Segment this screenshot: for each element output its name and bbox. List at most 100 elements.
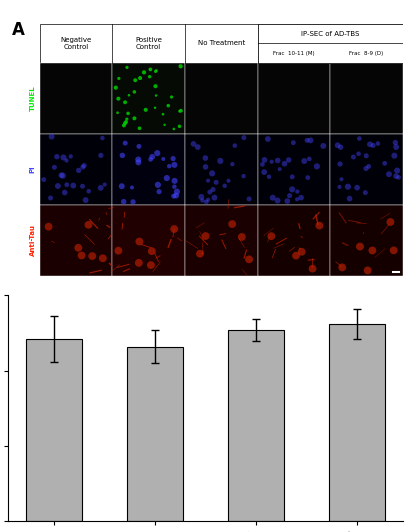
Text: A: A xyxy=(12,21,25,39)
Point xyxy=(152,82,159,90)
Point xyxy=(162,121,168,129)
Point xyxy=(362,188,369,197)
Point xyxy=(381,159,388,168)
Point xyxy=(320,142,327,150)
Point xyxy=(354,184,360,192)
Polygon shape xyxy=(40,134,112,205)
Ellipse shape xyxy=(85,221,92,229)
Point xyxy=(194,143,201,151)
Bar xyxy=(127,346,183,521)
Point xyxy=(391,152,398,160)
Point xyxy=(213,178,219,187)
Point xyxy=(301,157,307,165)
Point xyxy=(294,187,301,196)
Point xyxy=(190,140,197,148)
Point xyxy=(350,153,357,161)
Point xyxy=(289,172,296,181)
Ellipse shape xyxy=(238,233,246,241)
Point xyxy=(118,182,125,190)
Ellipse shape xyxy=(245,255,253,263)
Point xyxy=(125,109,132,118)
Point xyxy=(346,194,353,203)
Text: IP-SEC of AD-TBS: IP-SEC of AD-TBS xyxy=(301,30,359,37)
Text: No Treatment: No Treatment xyxy=(198,40,245,46)
Point xyxy=(261,156,268,164)
Ellipse shape xyxy=(368,246,376,254)
Bar xyxy=(228,330,284,521)
Point xyxy=(147,155,154,164)
Point xyxy=(261,168,268,177)
Ellipse shape xyxy=(292,252,300,260)
Polygon shape xyxy=(40,24,403,63)
Point xyxy=(124,115,130,123)
Polygon shape xyxy=(330,63,403,134)
Point xyxy=(259,160,266,169)
Ellipse shape xyxy=(298,248,306,256)
Point xyxy=(176,107,183,115)
Point xyxy=(141,68,147,77)
Polygon shape xyxy=(185,205,258,276)
Polygon shape xyxy=(40,63,112,134)
Point xyxy=(276,165,283,173)
Point xyxy=(290,138,297,147)
Text: Anti-Tau: Anti-Tau xyxy=(30,225,36,256)
Ellipse shape xyxy=(170,225,178,233)
Point xyxy=(306,155,312,163)
Ellipse shape xyxy=(74,244,82,252)
Ellipse shape xyxy=(315,222,323,229)
Point xyxy=(60,171,66,180)
Point xyxy=(240,134,247,142)
Point xyxy=(205,195,211,204)
Point xyxy=(304,136,310,145)
Point xyxy=(99,134,106,142)
Point xyxy=(202,154,209,162)
Point xyxy=(211,193,218,202)
Text: Frac  10-11 (M): Frac 10-11 (M) xyxy=(273,51,315,55)
Ellipse shape xyxy=(45,223,53,230)
Point xyxy=(375,139,381,148)
Point xyxy=(53,153,60,161)
Point xyxy=(40,176,47,184)
Text: TUNEL: TUNEL xyxy=(30,86,36,111)
Polygon shape xyxy=(330,134,403,205)
Point xyxy=(142,105,149,114)
Point xyxy=(154,149,161,157)
Point xyxy=(356,134,363,143)
Point xyxy=(229,160,236,169)
Polygon shape xyxy=(112,205,185,276)
Point xyxy=(152,104,158,112)
Point xyxy=(363,164,369,173)
Point xyxy=(60,153,67,162)
Polygon shape xyxy=(258,134,330,205)
Point xyxy=(135,158,142,167)
Bar xyxy=(329,324,385,521)
Point xyxy=(160,110,166,119)
Point xyxy=(166,162,173,170)
Point xyxy=(152,67,159,76)
Point xyxy=(97,151,104,160)
Point xyxy=(119,151,126,160)
Point xyxy=(147,65,154,73)
Point xyxy=(130,198,136,206)
Point xyxy=(337,143,344,152)
Point xyxy=(275,156,281,165)
Point xyxy=(131,114,138,122)
Point xyxy=(149,153,155,161)
Point xyxy=(199,196,206,205)
Polygon shape xyxy=(258,24,403,63)
Point xyxy=(395,173,402,181)
Point xyxy=(202,163,209,171)
Point xyxy=(173,192,180,200)
Point xyxy=(171,182,178,191)
Point xyxy=(124,63,130,72)
Point xyxy=(146,72,153,81)
Point xyxy=(79,182,86,190)
Text: Positive
Control: Positive Control xyxy=(135,37,162,50)
Point xyxy=(314,162,320,171)
Text: Negative
Control: Negative Control xyxy=(60,37,92,50)
Point xyxy=(171,177,178,185)
Point xyxy=(394,167,400,175)
Point xyxy=(365,162,372,171)
Point xyxy=(284,197,291,205)
Point xyxy=(344,182,351,191)
